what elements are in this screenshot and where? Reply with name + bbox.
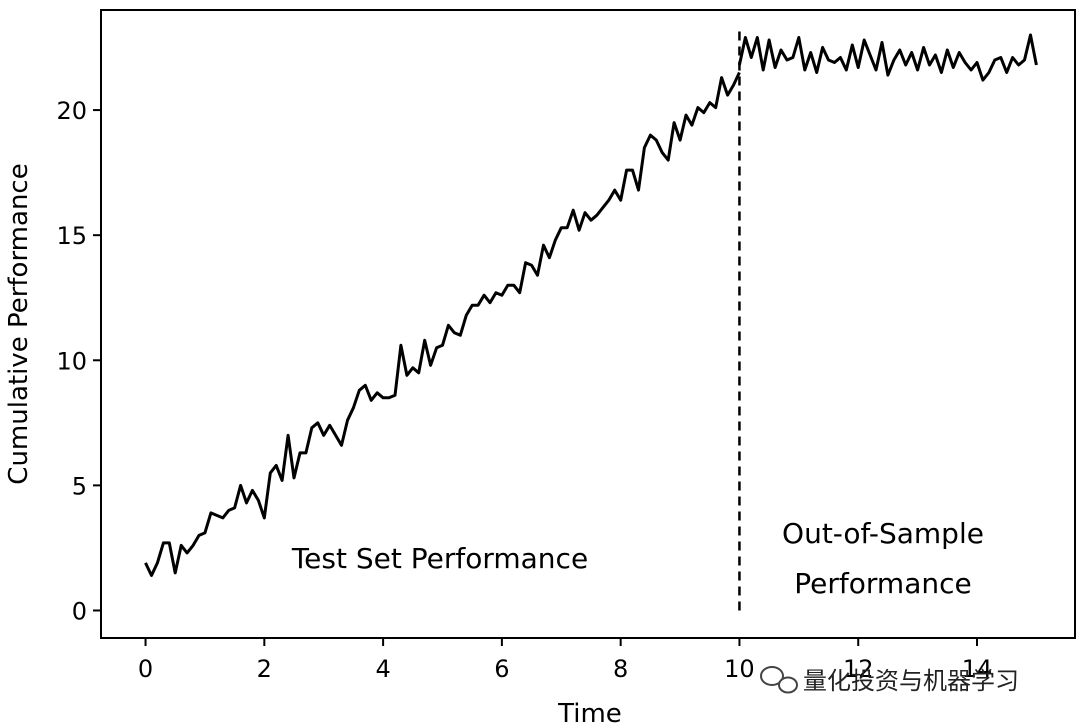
y-tick-label: 15 <box>56 222 87 250</box>
x-tick-label: 0 <box>138 655 153 683</box>
x-tick-label: 2 <box>257 655 272 683</box>
series-line-0 <box>144 71 741 577</box>
y-tick-label: 20 <box>56 97 87 125</box>
y-axis-ticks: 0 5 10 15 20 <box>56 97 101 625</box>
test-set-annotation: Test Set Performance <box>291 542 588 575</box>
x-tick-label: 14 <box>962 655 993 683</box>
y-tick-label: 10 <box>56 347 87 375</box>
x-axis-ticks: 0 2 4 6 8 10 12 14 <box>138 638 992 683</box>
oos-annotation-line2: Performance <box>794 567 971 600</box>
watermark: 量化投资与机器学习 <box>760 666 1019 695</box>
x-tick-label: 12 <box>843 655 874 683</box>
chat-bubble-icon <box>760 666 798 694</box>
y-axis-label: Cumulative Performance <box>4 163 34 484</box>
series-line-1 <box>737 33 1038 82</box>
x-tick-label: 10 <box>724 655 755 683</box>
plot-frame <box>100 9 1076 639</box>
y-tick-label: 5 <box>72 472 87 500</box>
series-layer <box>144 33 1038 577</box>
y-tick-label: 0 <box>72 597 87 625</box>
x-axis-label: Time <box>557 699 622 727</box>
x-tick-label: 4 <box>375 655 390 683</box>
oos-annotation-line1: Out-of-Sample <box>782 517 984 550</box>
watermark-text: 量化投资与机器学习 <box>803 667 1019 695</box>
x-tick-label: 6 <box>494 655 509 683</box>
x-tick-label: 8 <box>613 655 628 683</box>
